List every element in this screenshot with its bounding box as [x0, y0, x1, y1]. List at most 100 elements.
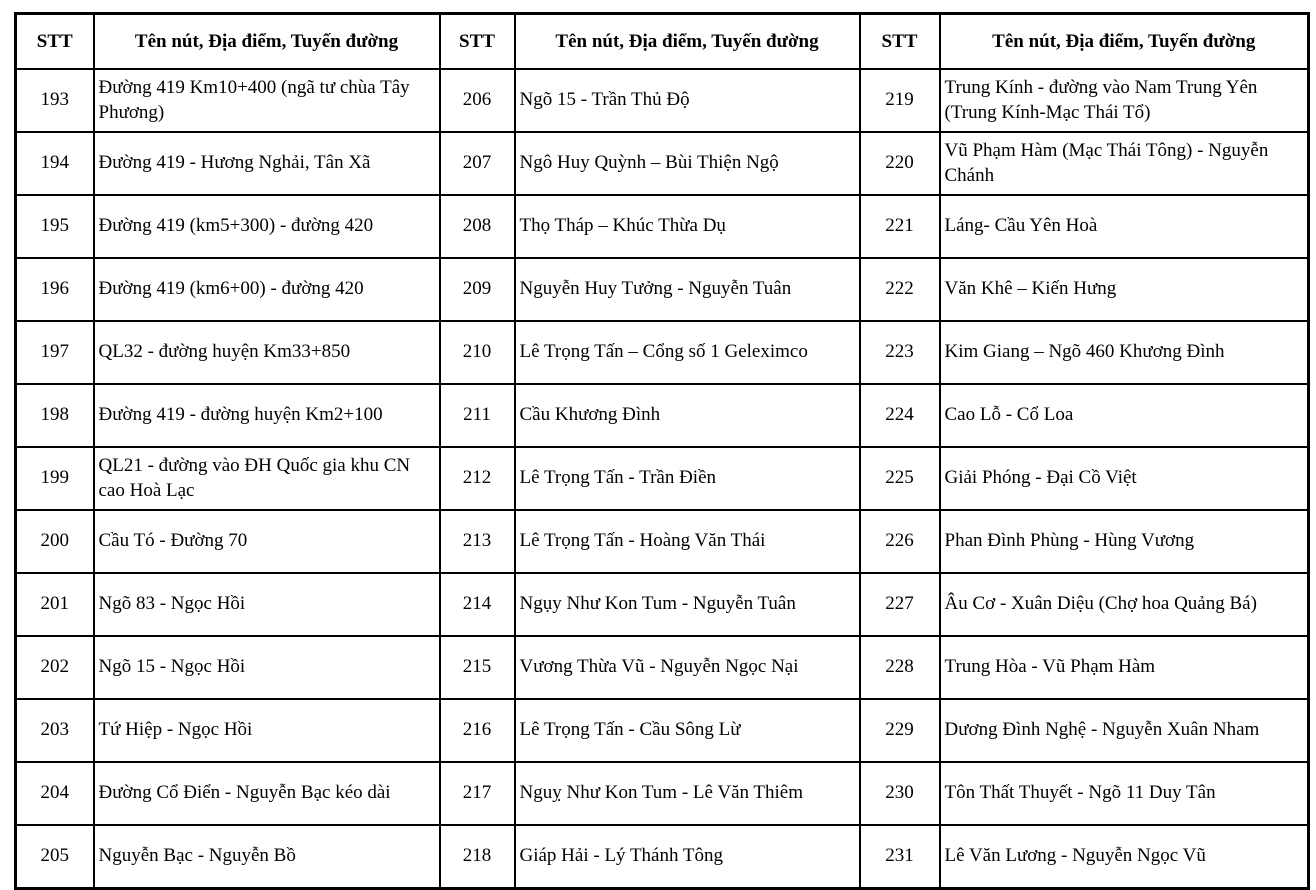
- header-row: STT Tên nút, Địa điểm, Tuyến đường STT T…: [14, 12, 1310, 70]
- intersection-name-cell: Cao Lỗ - Cổ Loa: [938, 383, 1310, 448]
- row-number-cell: 208: [438, 194, 516, 259]
- row-number-cell: 210: [438, 320, 516, 385]
- intersection-name-cell: Cầu Khương Đình: [513, 383, 861, 448]
- intersection-name-cell: Âu Cơ - Xuân Diệu (Chợ hoa Quảng Bá): [938, 572, 1310, 637]
- intersection-name-cell: Nguyễn Bạc - Nguyễn Bồ: [92, 824, 441, 890]
- row-number-cell: 201: [14, 572, 95, 637]
- intersection-name-cell: Lê Trọng Tấn - Cầu Sông Lừ: [513, 698, 861, 763]
- row-number-cell: 218: [438, 824, 516, 890]
- intersection-name-cell: Đường Cổ Điển - Nguyễn Bạc kéo dài: [92, 761, 441, 826]
- row-number-cell: 211: [438, 383, 516, 448]
- table-row: 202 Ngõ 15 - Ngọc Hồi 215 Vương Thừa Vũ - N…: [14, 635, 1310, 700]
- intersection-name-cell: Giải Phóng - Đại Cồ Việt: [938, 446, 1310, 511]
- table-row: 203 Tứ Hiệp - Ngọc Hồi 216 Lê Trọng Tấn - C…: [14, 698, 1310, 763]
- intersection-name-cell: Lê Trọng Tấn – Cổng số 1 Geleximco: [513, 320, 861, 385]
- header-stt-3: STT: [858, 12, 941, 70]
- row-number-cell: 195: [14, 194, 95, 259]
- table-row: 201 Ngõ 83 - Ngọc Hồi 214 Ngụy Như Kon Tum …: [14, 572, 1310, 637]
- row-number-cell: 223: [858, 320, 941, 385]
- row-number-cell: 193: [14, 68, 95, 133]
- header-stt-2: STT: [438, 12, 516, 70]
- intersection-name-cell: Cầu Tó - Đường 70: [92, 509, 441, 574]
- row-number-cell: 216: [438, 698, 516, 763]
- row-number-cell: 214: [438, 572, 516, 637]
- intersection-name-cell: Lê Trọng Tấn - Trần Điền: [513, 446, 861, 511]
- intersection-name-cell: Đường 419 (km6+00) - đường 420: [92, 257, 441, 322]
- row-number-cell: 215: [438, 635, 516, 700]
- intersection-name-cell: Lê Trọng Tấn - Hoàng Văn Thái: [513, 509, 861, 574]
- row-number-cell: 224: [858, 383, 941, 448]
- row-number-cell: 206: [438, 68, 516, 133]
- row-number-cell: 217: [438, 761, 516, 826]
- intersection-name-cell: Đường 419 - đường huyện Km2+100: [92, 383, 441, 448]
- intersection-name-cell: Kim Giang – Ngõ 460 Khương Đình: [938, 320, 1310, 385]
- row-number-cell: 228: [858, 635, 941, 700]
- intersection-name-cell: QL32 - đường huyện Km33+850: [92, 320, 441, 385]
- row-number-cell: 227: [858, 572, 941, 637]
- row-number-cell: 204: [14, 761, 95, 826]
- intersection-name-cell: Lê Văn Lương - Nguyễn Ngọc Vũ: [938, 824, 1310, 890]
- row-number-cell: 230: [858, 761, 941, 826]
- row-number-cell: 199: [14, 446, 95, 511]
- table-row: 197 QL32 - đường huyện Km33+850 210 Lê Trọn…: [14, 320, 1310, 385]
- row-number-cell: 226: [858, 509, 941, 574]
- intersection-name-cell: Ngõ 15 - Trần Thủ Độ: [513, 68, 861, 133]
- intersection-name-cell: Thọ Tháp – Khúc Thừa Dụ: [513, 194, 861, 259]
- intersection-name-cell: Giáp Hải - Lý Thánh Tông: [513, 824, 861, 890]
- table-row: 204 Đường Cổ Điển - Nguyễn Bạc kéo dài 217…: [14, 761, 1310, 826]
- row-number-cell: 229: [858, 698, 941, 763]
- intersection-name-cell: Tôn Thất Thuyết - Ngõ 11 Duy Tân: [938, 761, 1310, 826]
- intersection-name-cell: Nguyễn Huy Tưởng - Nguyễn Tuân: [513, 257, 861, 322]
- intersection-name-cell: Ngụy Như Kon Tum - Nguyễn Tuân: [513, 572, 861, 637]
- table-row: 200 Cầu Tó - Đường 70 213 Lê Trọng Tấn - Ho…: [14, 509, 1310, 574]
- row-number-cell: 200: [14, 509, 95, 574]
- intersection-name-cell: Nguỵ Như Kon Tum - Lê Văn Thiêm: [513, 761, 861, 826]
- document-page: STT Tên nút, Địa điểm, Tuyến đường STT T…: [14, 12, 1310, 890]
- intersection-name-cell: Tứ Hiệp - Ngọc Hồi: [92, 698, 441, 763]
- row-number-cell: 196: [14, 257, 95, 322]
- table-row: 205 Nguyễn Bạc - Nguyễn Bồ 218 Giáp Hải - L…: [14, 824, 1310, 890]
- intersection-name-cell: Ngõ 15 - Ngọc Hồi: [92, 635, 441, 700]
- table-row: 195 Đường 419 (km5+300) - đường 420 208 Thọ…: [14, 194, 1310, 259]
- intersection-name-cell: Vũ Phạm Hàm (Mạc Thái Tông) - Nguyễn Chá…: [938, 131, 1310, 196]
- intersection-name-cell: Đường 419 (km5+300) - đường 420: [92, 194, 441, 259]
- row-number-cell: 209: [438, 257, 516, 322]
- row-number-cell: 220: [858, 131, 941, 196]
- intersection-name-cell: Trung Kính - đường vào Nam Trung Yên (Tr…: [938, 68, 1310, 133]
- table-row: 199 QL21 - đường vào ĐH Quốc gia khu CN c…: [14, 446, 1310, 511]
- row-number-cell: 212: [438, 446, 516, 511]
- table-header: STT Tên nút, Địa điểm, Tuyến đường STT T…: [14, 12, 1310, 70]
- row-number-cell: 205: [14, 824, 95, 890]
- intersection-name-cell: Láng- Cầu Yên Hoà: [938, 194, 1310, 259]
- table-body: 193 Đường 419 Km10+400 (ngã tư chùa Tây P…: [14, 68, 1310, 890]
- intersection-name-cell: Dương Đình Nghệ - Nguyễn Xuân Nham: [938, 698, 1310, 763]
- intersection-table: STT Tên nút, Địa điểm, Tuyến đường STT T…: [14, 12, 1310, 890]
- table-row: 196 Đường 419 (km6+00) - đường 420 209 Nguy…: [14, 257, 1310, 322]
- intersection-name-cell: Đường 419 - Hương Nghải, Tân Xã: [92, 131, 441, 196]
- row-number-cell: 219: [858, 68, 941, 133]
- intersection-name-cell: QL21 - đường vào ĐH Quốc gia khu CN cao …: [92, 446, 441, 511]
- row-number-cell: 207: [438, 131, 516, 196]
- row-number-cell: 194: [14, 131, 95, 196]
- row-number-cell: 221: [858, 194, 941, 259]
- table-row: 198 Đường 419 - đường huyện Km2+100 211 Cầu…: [14, 383, 1310, 448]
- header-stt-1: STT: [14, 12, 95, 70]
- intersection-name-cell: Phan Đình Phùng - Hùng Vương: [938, 509, 1310, 574]
- header-name-2: Tên nút, Địa điểm, Tuyến đường: [513, 12, 861, 70]
- row-number-cell: 222: [858, 257, 941, 322]
- table-row: 193 Đường 419 Km10+400 (ngã tư chùa Tây P…: [14, 68, 1310, 133]
- header-name-1: Tên nút, Địa điểm, Tuyến đường: [92, 12, 441, 70]
- intersection-name-cell: Trung Hòa - Vũ Phạm Hàm: [938, 635, 1310, 700]
- intersection-name-cell: Đường 419 Km10+400 (ngã tư chùa Tây Phươ…: [92, 68, 441, 133]
- row-number-cell: 213: [438, 509, 516, 574]
- header-name-3: Tên nút, Địa điểm, Tuyến đường: [938, 12, 1310, 70]
- row-number-cell: 197: [14, 320, 95, 385]
- row-number-cell: 202: [14, 635, 95, 700]
- table-row: 194 Đường 419 - Hương Nghải, Tân Xã 207 Ngô…: [14, 131, 1310, 196]
- intersection-name-cell: Văn Khê – Kiến Hưng: [938, 257, 1310, 322]
- row-number-cell: 198: [14, 383, 95, 448]
- intersection-name-cell: Ngô Huy Quỳnh – Bùi Thiện Ngộ: [513, 131, 861, 196]
- intersection-name-cell: Vương Thừa Vũ - Nguyễn Ngọc Nại: [513, 635, 861, 700]
- row-number-cell: 203: [14, 698, 95, 763]
- intersection-name-cell: Ngõ 83 - Ngọc Hồi: [92, 572, 441, 637]
